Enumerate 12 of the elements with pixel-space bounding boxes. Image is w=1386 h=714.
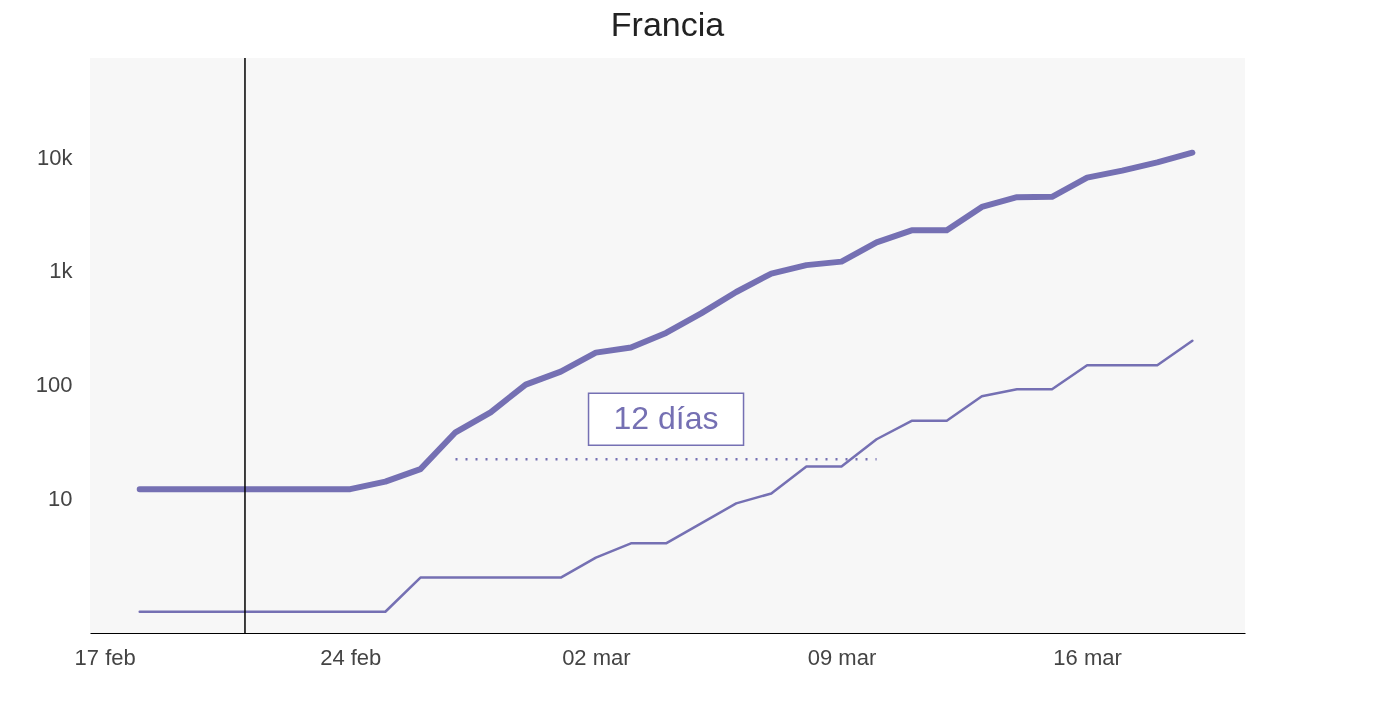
chart-title: Francia — [610, 5, 725, 44]
annotation: 12 días — [613, 400, 719, 437]
y-tick-label: 10 — [48, 485, 73, 511]
y-tick-label: 1k — [49, 258, 74, 284]
y-tick-label: 100 — [35, 372, 73, 398]
x-tick-label: 17 feb — [74, 644, 136, 670]
y-tick-label: 10k — [37, 144, 74, 170]
x-tick-label: 09 mar — [807, 644, 877, 670]
line-series — [138, 339, 1194, 613]
x-tick-label: 16 mar — [1053, 644, 1122, 670]
x-tick-label: 24 feb — [320, 644, 382, 670]
x-tick-label: 02 mar — [562, 644, 631, 670]
